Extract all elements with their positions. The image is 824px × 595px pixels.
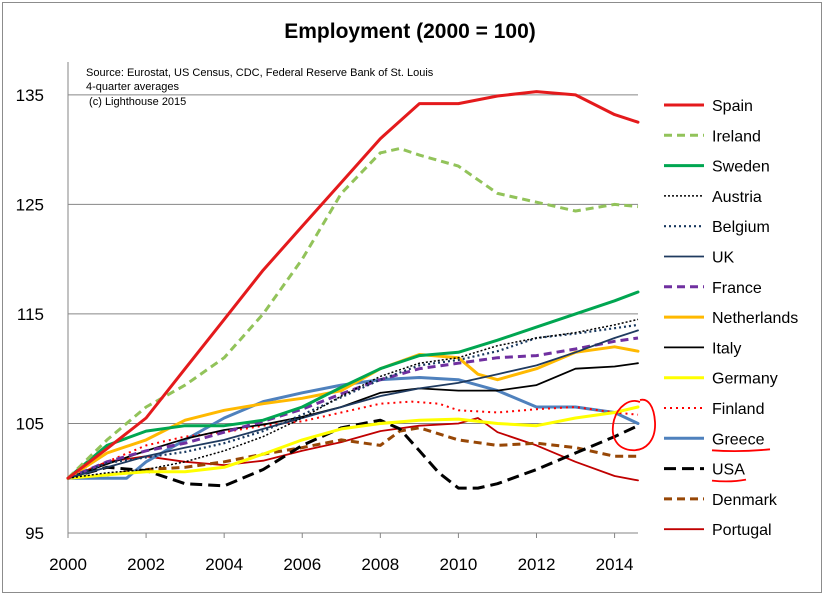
legend-label-spain: Spain (712, 98, 753, 115)
x-tick-label: 2014 (596, 555, 634, 574)
legend-label-usa: USA (712, 462, 745, 479)
copyright-note: (c) Lighthouse 2015 (86, 96, 186, 108)
usa-underline (711, 478, 747, 483)
series-line-portugal (67, 417, 639, 482)
series-line-denmark (67, 426, 638, 480)
source-note: Source: Eurostat, US Census, CDC, Federa… (86, 67, 434, 79)
x-tick-label: 2004 (205, 555, 243, 574)
series-line-ireland (66, 147, 639, 480)
highlight-circle (611, 398, 656, 452)
legend-label-austria: Austria (712, 189, 762, 206)
legend-label-ireland: Ireland (712, 128, 761, 145)
legend-label-netherlands: Netherlands (712, 310, 798, 327)
legend-label-germany: Germany (712, 371, 778, 388)
series-line-sweden (66, 290, 640, 480)
series-lines (66, 90, 640, 490)
legend-label-france: France (712, 280, 762, 297)
greece-underline (711, 448, 771, 452)
legend-label-uk: UK (712, 250, 735, 267)
series-line-usa (67, 418, 639, 490)
series-line-uk (67, 329, 639, 480)
series-line-germany (66, 405, 640, 480)
chart-title: Employment (2000 = 100) (284, 20, 536, 43)
series-line-finland (67, 400, 639, 480)
x-tick-label: 2006 (283, 555, 321, 574)
legend-label-belgium: Belgium (712, 219, 770, 236)
axes: 95 105 115 125 135 2000 2002 2004 2006 2008 2010 20… (16, 62, 638, 574)
series-line-greece (66, 376, 640, 480)
x-tick-label: 2012 (518, 555, 556, 574)
x-tick-label: 2010 (439, 555, 477, 574)
averaging-note: 4-quarter averages (86, 81, 179, 93)
series-line-spain (66, 90, 640, 480)
legend: Spain Ireland Sweden Austria Belgium UK France… (664, 98, 798, 539)
y-tick-label: 125 (16, 195, 44, 214)
x-tick-label: 2000 (49, 555, 87, 574)
legend-label-greece: Greece (712, 431, 765, 448)
legend-label-portugal: Portugal (712, 522, 772, 539)
x-tick-label: 2008 (361, 555, 399, 574)
y-tick-label: 115 (17, 305, 44, 324)
gridlines (68, 94, 638, 424)
legend-label-denmark: Denmark (712, 492, 778, 509)
y-tick-label: 95 (25, 524, 44, 543)
legend-label-italy: Italy (712, 340, 741, 357)
x-tick-label: 2002 (127, 555, 165, 574)
y-tick-label: 105 (16, 414, 44, 433)
y-tick-label: 135 (16, 86, 44, 105)
legend-label-sweden: Sweden (712, 159, 770, 176)
legend-label-finland: Finland (712, 401, 764, 418)
series-line-austria (67, 318, 639, 479)
series-line-italy (67, 362, 639, 480)
annotations (611, 398, 771, 483)
